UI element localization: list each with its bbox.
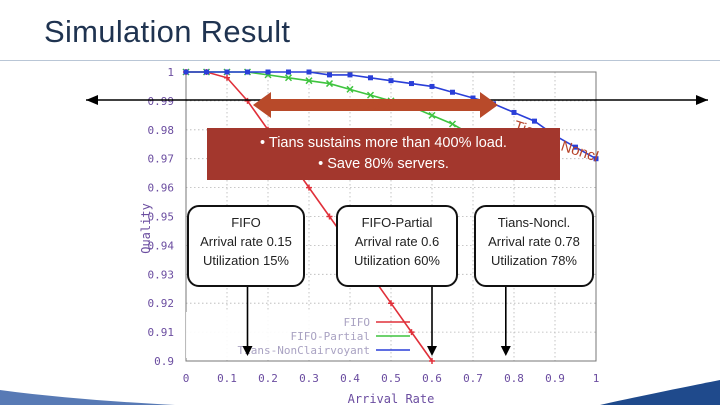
data-point <box>245 69 250 75</box>
y-tick-label: 0.96 <box>148 182 175 195</box>
load-gain-arrow <box>253 92 498 118</box>
data-point <box>429 358 435 364</box>
data-point <box>305 77 313 85</box>
legend-box <box>186 312 378 358</box>
x-tick-label: 0.7 <box>463 372 483 385</box>
callout-utilization: Utilization 78% <box>491 253 577 268</box>
data-point <box>450 89 455 95</box>
data-point <box>306 184 312 191</box>
callout-rate: Arrival rate 0.78 <box>488 234 580 249</box>
data-point <box>388 300 394 307</box>
y-tick-label: 0.91 <box>148 326 175 339</box>
y-tick-label: 0.97 <box>148 153 175 166</box>
data-point <box>346 85 354 93</box>
data-point <box>325 80 334 88</box>
noncl-label-fragment: Noncl <box>559 138 601 166</box>
x-tick-label: 0.9 <box>545 372 565 385</box>
data-point <box>448 120 457 128</box>
callout-arrowhead <box>427 346 437 356</box>
y-tick-label: 0.99 <box>148 95 175 108</box>
x-tick-label: 1 <box>593 372 600 385</box>
banner-line-2: • Save 80% servers. <box>318 156 449 172</box>
data-point <box>284 74 293 82</box>
summary-banner: • Tians sustains more than 400% load. • … <box>207 128 560 180</box>
legend-label: Tians-NonClairvoyant <box>238 344 370 357</box>
y-tick-label: 0.92 <box>148 297 175 310</box>
data-point <box>366 91 375 99</box>
callout-title: FIFO <box>231 215 261 230</box>
data-point <box>409 81 414 87</box>
x-tick-label: 0.3 <box>299 372 319 385</box>
y-axis-title: Quality <box>139 203 153 254</box>
data-point <box>224 74 230 81</box>
callout-rate: Arrival rate 0.6 <box>354 234 440 249</box>
data-point <box>347 72 353 78</box>
callout-arrowhead <box>500 346 511 356</box>
data-point <box>326 213 333 220</box>
reference-arrowhead-right <box>696 95 708 105</box>
data-point <box>428 111 436 119</box>
x-tick-label: 0 <box>183 372 190 385</box>
x-tick-label: 0.8 <box>504 372 524 385</box>
page-title: Simulation Result <box>44 14 291 49</box>
data-point <box>327 72 332 78</box>
data-point <box>244 97 251 104</box>
data-point <box>368 75 373 81</box>
data-point <box>532 118 537 124</box>
reference-arrowhead-left <box>86 95 98 105</box>
data-point <box>429 83 435 89</box>
data-point <box>224 69 230 75</box>
data-point <box>265 69 271 75</box>
y-tick-label: 0.95 <box>148 211 175 224</box>
title-divider <box>0 60 720 61</box>
slide-footer-band <box>0 380 720 405</box>
callout-title: Tians-Noncl. <box>497 215 571 230</box>
callout-fifo: FIFO Arrival rate 0.15 Utilization 15% <box>187 205 305 287</box>
callout-arrowhead <box>242 346 253 356</box>
annotation-arrows <box>86 92 708 356</box>
callout-fifo-partial: FIFO-Partial Arrival rate 0.6 Utilizatio… <box>336 205 458 287</box>
callout-tians: Tians-Noncl. Arrival rate 0.78 Utilizati… <box>474 205 594 287</box>
y-tick-label: 0.98 <box>148 124 175 137</box>
data-point <box>470 95 476 101</box>
legend-label: FIFO-Partial <box>291 330 370 343</box>
load-gain-label: 420% <box>357 97 393 113</box>
x-tick-label: 0.2 <box>258 372 278 385</box>
data-point <box>183 69 189 75</box>
y-tick-label: 0.94 <box>148 239 175 252</box>
data-point <box>511 109 517 115</box>
plot-border <box>185 71 597 362</box>
data-point <box>204 69 209 75</box>
data-point <box>306 69 312 75</box>
x-axis-title: Arrival Rate <box>348 392 435 405</box>
banner-line-1: • Tians sustains more than 400% load. <box>260 135 507 151</box>
legend-label: FIFO <box>344 316 371 329</box>
plot-frame <box>185 71 597 362</box>
data-point <box>388 78 394 84</box>
callout-rate: Arrival rate 0.15 <box>200 234 292 249</box>
data-point <box>573 144 578 150</box>
callout-utilization: Utilization 15% <box>203 253 289 268</box>
axis-ticks: 0 0.1 0.2 0.3 0.4 0.5 0.6 0.7 0.8 0.9 10.90.910.92… <box>148 66 600 385</box>
y-tick-label: 0.93 <box>148 268 175 281</box>
y-tick-label: 0.9 <box>154 355 174 368</box>
callout-title: FIFO-Partial <box>361 215 433 230</box>
data-point <box>593 156 599 162</box>
x-tick-label: 0.5 <box>381 372 401 385</box>
data-point <box>286 69 291 75</box>
callout-utilization: Utilization 60% <box>354 253 440 268</box>
data-point <box>408 329 415 336</box>
x-tick-label: 0.6 <box>422 372 442 385</box>
x-tick-label: 0.4 <box>340 372 360 385</box>
x-tick-label: 0.1 <box>217 372 237 385</box>
y-tick-label: 1 <box>167 66 174 79</box>
